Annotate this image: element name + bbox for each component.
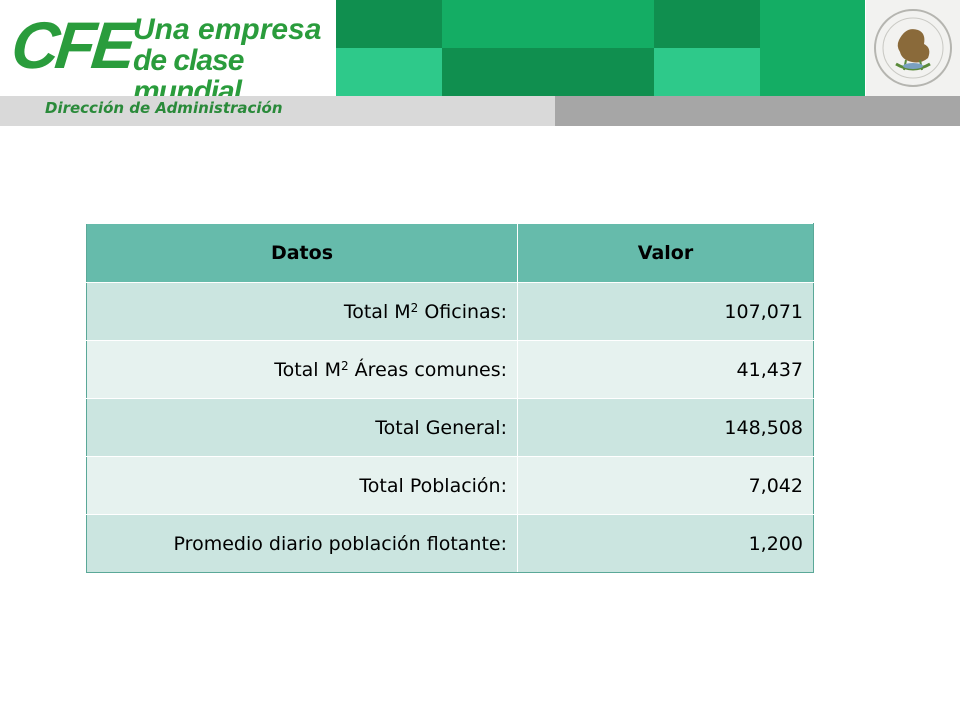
row-value: 1,200 [517,514,814,573]
department-bar [0,96,555,126]
header-valor: Valor [517,223,814,283]
mosaic-tile [442,0,548,48]
mosaic-tile [654,0,760,48]
eagle-seal-icon [874,9,952,87]
row-label: Total M2 Áreas comunes: [86,340,518,399]
mexico-seal [866,0,960,96]
row-value: 7,042 [517,456,814,515]
department-title: Dirección de Administración [45,99,283,117]
tagline-line2: de clase mundial [133,44,244,108]
mosaic-tile [760,0,865,48]
row-value: 107,071 [517,282,814,341]
table-row: Total M2 Oficinas: 107,071 [86,282,814,341]
row-label: Total M2 Oficinas: [86,282,518,341]
green-mosaic-banner [336,0,865,96]
department-bar-accent [555,96,960,126]
tagline: Una empresa de clase mundial [133,14,336,107]
row-label: Total Población: [86,456,518,515]
row-value: 148,508 [517,398,814,457]
cfe-logo: CFE Una empresa de clase mundial [0,0,336,107]
row-value: 41,437 [517,340,814,399]
row-label: Promedio diario población flotante: [86,514,518,573]
mosaic-tile [336,0,442,48]
header-datos: Datos [86,223,518,283]
mosaic-tile [548,0,654,48]
mosaic-tile [336,48,442,96]
table-row: Promedio diario población flotante: 1,20… [86,514,814,573]
mosaic-tile [760,48,865,96]
mosaic-tile [654,48,760,96]
mosaic-tile [548,48,654,96]
table-header-row: Datos Valor [86,223,814,283]
data-table: Datos Valor Total M2 Oficinas: 107,071 T… [86,223,814,573]
cfe-logo-mark: CFE [8,8,136,82]
table-row: Total M2 Áreas comunes: 41,437 [86,340,814,399]
row-label: Total General: [86,398,518,457]
mosaic-tile [442,48,548,96]
table-row: Total Población: 7,042 [86,456,814,515]
table-row: Total General: 148,508 [86,398,814,457]
tagline-line1: Una empresa [133,13,322,46]
